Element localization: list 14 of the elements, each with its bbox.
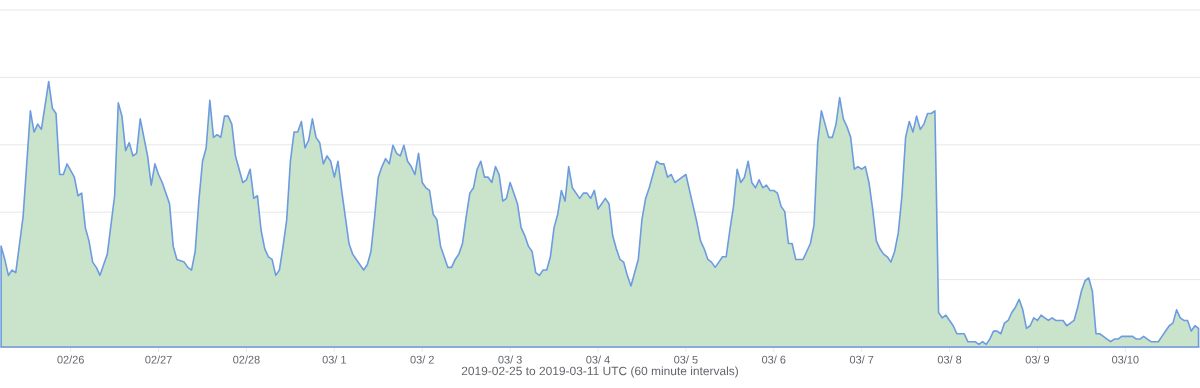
x-tick-label: 03/ 3 [498, 355, 522, 364]
x-tick-label: 02/26 [57, 355, 84, 364]
x-tick-label: 03/ 1 [322, 355, 346, 364]
x-tick-label: 02/27 [145, 355, 172, 364]
x-axis-title: 2019-02-25 to 2019-03-11 UTC (60 minute intervals) [461, 366, 738, 378]
x-tick-label: 03/ 2 [410, 355, 434, 364]
x-tick-label: 03/ 6 [762, 355, 786, 364]
x-tick-label: 03/10 [1112, 355, 1139, 364]
x-tick-label: 03/ 7 [849, 355, 874, 364]
x-tick-label: 02/28 [233, 355, 260, 364]
x-tick-label: 03/ 5 [674, 355, 698, 364]
x-tick-label: 03/ 8 [937, 355, 962, 364]
x-tick-label: 03/ 9 [1025, 355, 1050, 364]
x-tick-label: 03/ 4 [586, 355, 610, 364]
